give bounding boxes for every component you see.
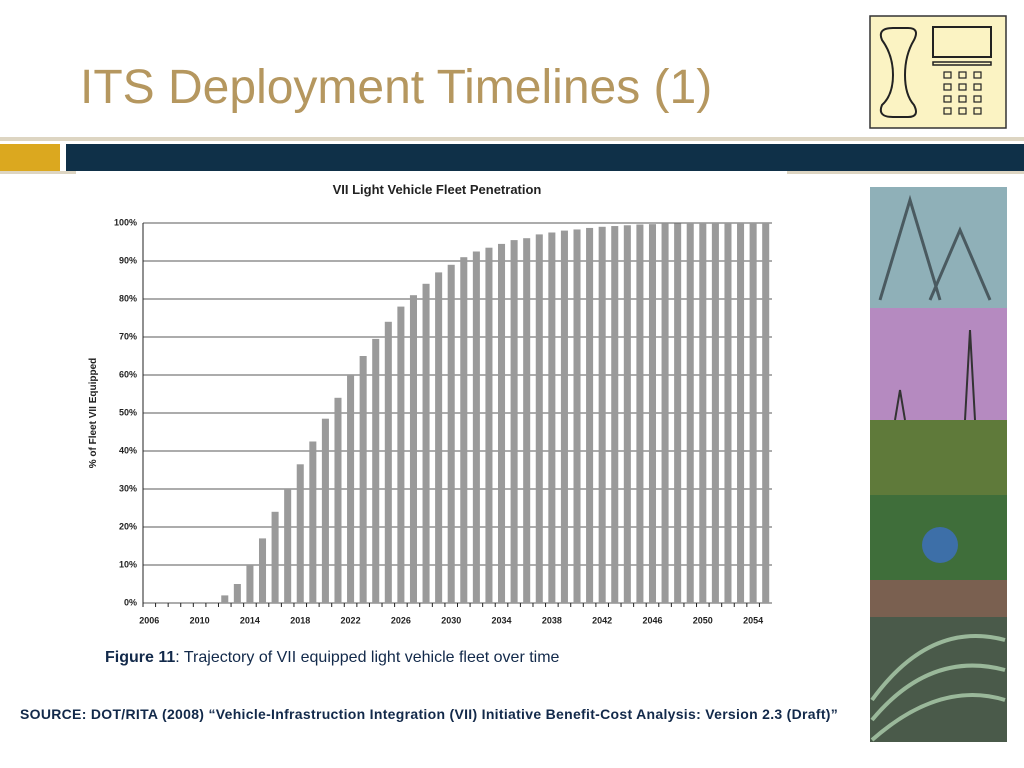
x-tick-label: 2050 — [693, 615, 713, 625]
y-tick-label: 90% — [119, 255, 137, 265]
bar — [422, 283, 430, 603]
bar — [573, 229, 581, 603]
bar — [661, 223, 669, 603]
bar — [485, 247, 493, 603]
x-tick-label: 2026 — [391, 615, 411, 625]
header-rule — [787, 171, 1024, 174]
bar — [347, 375, 355, 603]
phone-icon — [869, 15, 1007, 129]
bar — [699, 223, 707, 603]
bar — [447, 264, 455, 603]
bar — [598, 226, 606, 604]
bar — [636, 224, 644, 603]
bar — [284, 489, 292, 603]
y-tick-label: 30% — [119, 483, 137, 493]
bar — [359, 356, 367, 603]
bar — [372, 338, 380, 603]
header-rule — [0, 137, 1024, 141]
bar — [762, 223, 770, 603]
header-bar — [66, 144, 1024, 171]
bar — [384, 321, 392, 603]
bar — [233, 584, 241, 603]
x-tick-label: 2054 — [743, 615, 763, 625]
y-tick-label: 10% — [119, 559, 137, 569]
y-tick-label: 100% — [114, 217, 137, 227]
x-tick-label: 2042 — [592, 615, 612, 625]
bar — [611, 226, 619, 604]
x-tick-label: 2046 — [642, 615, 662, 625]
slide-title: ITS Deployment Timelines (1) — [80, 61, 712, 114]
bar — [586, 227, 594, 603]
x-tick-label: 2014 — [240, 615, 260, 625]
bar — [686, 223, 694, 603]
bar — [271, 511, 279, 603]
bar — [409, 295, 417, 603]
bar — [435, 272, 443, 603]
bar — [510, 240, 518, 603]
bar — [749, 223, 757, 603]
x-tick-label: 2038 — [542, 615, 562, 625]
bar — [221, 595, 229, 603]
bar — [460, 257, 468, 603]
y-tick-label: 0% — [124, 597, 137, 607]
bar — [648, 224, 657, 603]
bar — [560, 230, 568, 603]
y-tick-label: 50% — [119, 407, 137, 417]
bar — [309, 441, 317, 603]
caption-text: : Trajectory of VII equipped light vehic… — [175, 649, 559, 666]
y-tick-label: 40% — [119, 445, 137, 455]
bar — [246, 565, 254, 603]
bar — [258, 538, 267, 603]
photo-strip — [870, 187, 1007, 742]
y-tick-label: 60% — [119, 369, 137, 379]
bar — [674, 223, 682, 603]
caption-label: Figure 11 — [105, 649, 175, 666]
y-tick-label: 20% — [119, 521, 137, 531]
x-tick-label: 2018 — [290, 615, 310, 625]
bar — [397, 306, 405, 603]
bar — [711, 223, 719, 603]
header-rule — [0, 171, 76, 174]
x-tick-label: 2010 — [190, 615, 210, 625]
bar — [321, 418, 329, 603]
accent-block — [0, 144, 60, 171]
bar — [498, 243, 506, 603]
bar — [535, 234, 543, 603]
y-axis-label: % of Fleet VII Equipped — [88, 358, 99, 469]
bar — [623, 225, 631, 603]
bar — [737, 223, 745, 603]
x-tick-label: 2006 — [139, 615, 159, 625]
x-tick-label: 2034 — [492, 615, 512, 625]
source-note: SOURCE: DOT/RITA (2008) “Vehicle-Infrast… — [20, 706, 839, 722]
chart-title: VII Light Vehicle Fleet Penetration — [333, 182, 542, 197]
bar — [523, 238, 531, 603]
bar — [296, 464, 304, 603]
y-tick-label: 70% — [119, 331, 137, 341]
bar — [548, 232, 556, 603]
bar — [472, 251, 480, 603]
bar — [724, 223, 732, 603]
figure-caption: Figure 11: Trajectory of VII equipped li… — [105, 649, 560, 666]
chart: VII Light Vehicle Fleet Penetration % of… — [88, 182, 772, 625]
y-tick-label: 80% — [119, 293, 137, 303]
x-tick-label: 2030 — [441, 615, 461, 625]
bar — [334, 397, 342, 603]
x-tick-label: 2022 — [341, 615, 361, 625]
